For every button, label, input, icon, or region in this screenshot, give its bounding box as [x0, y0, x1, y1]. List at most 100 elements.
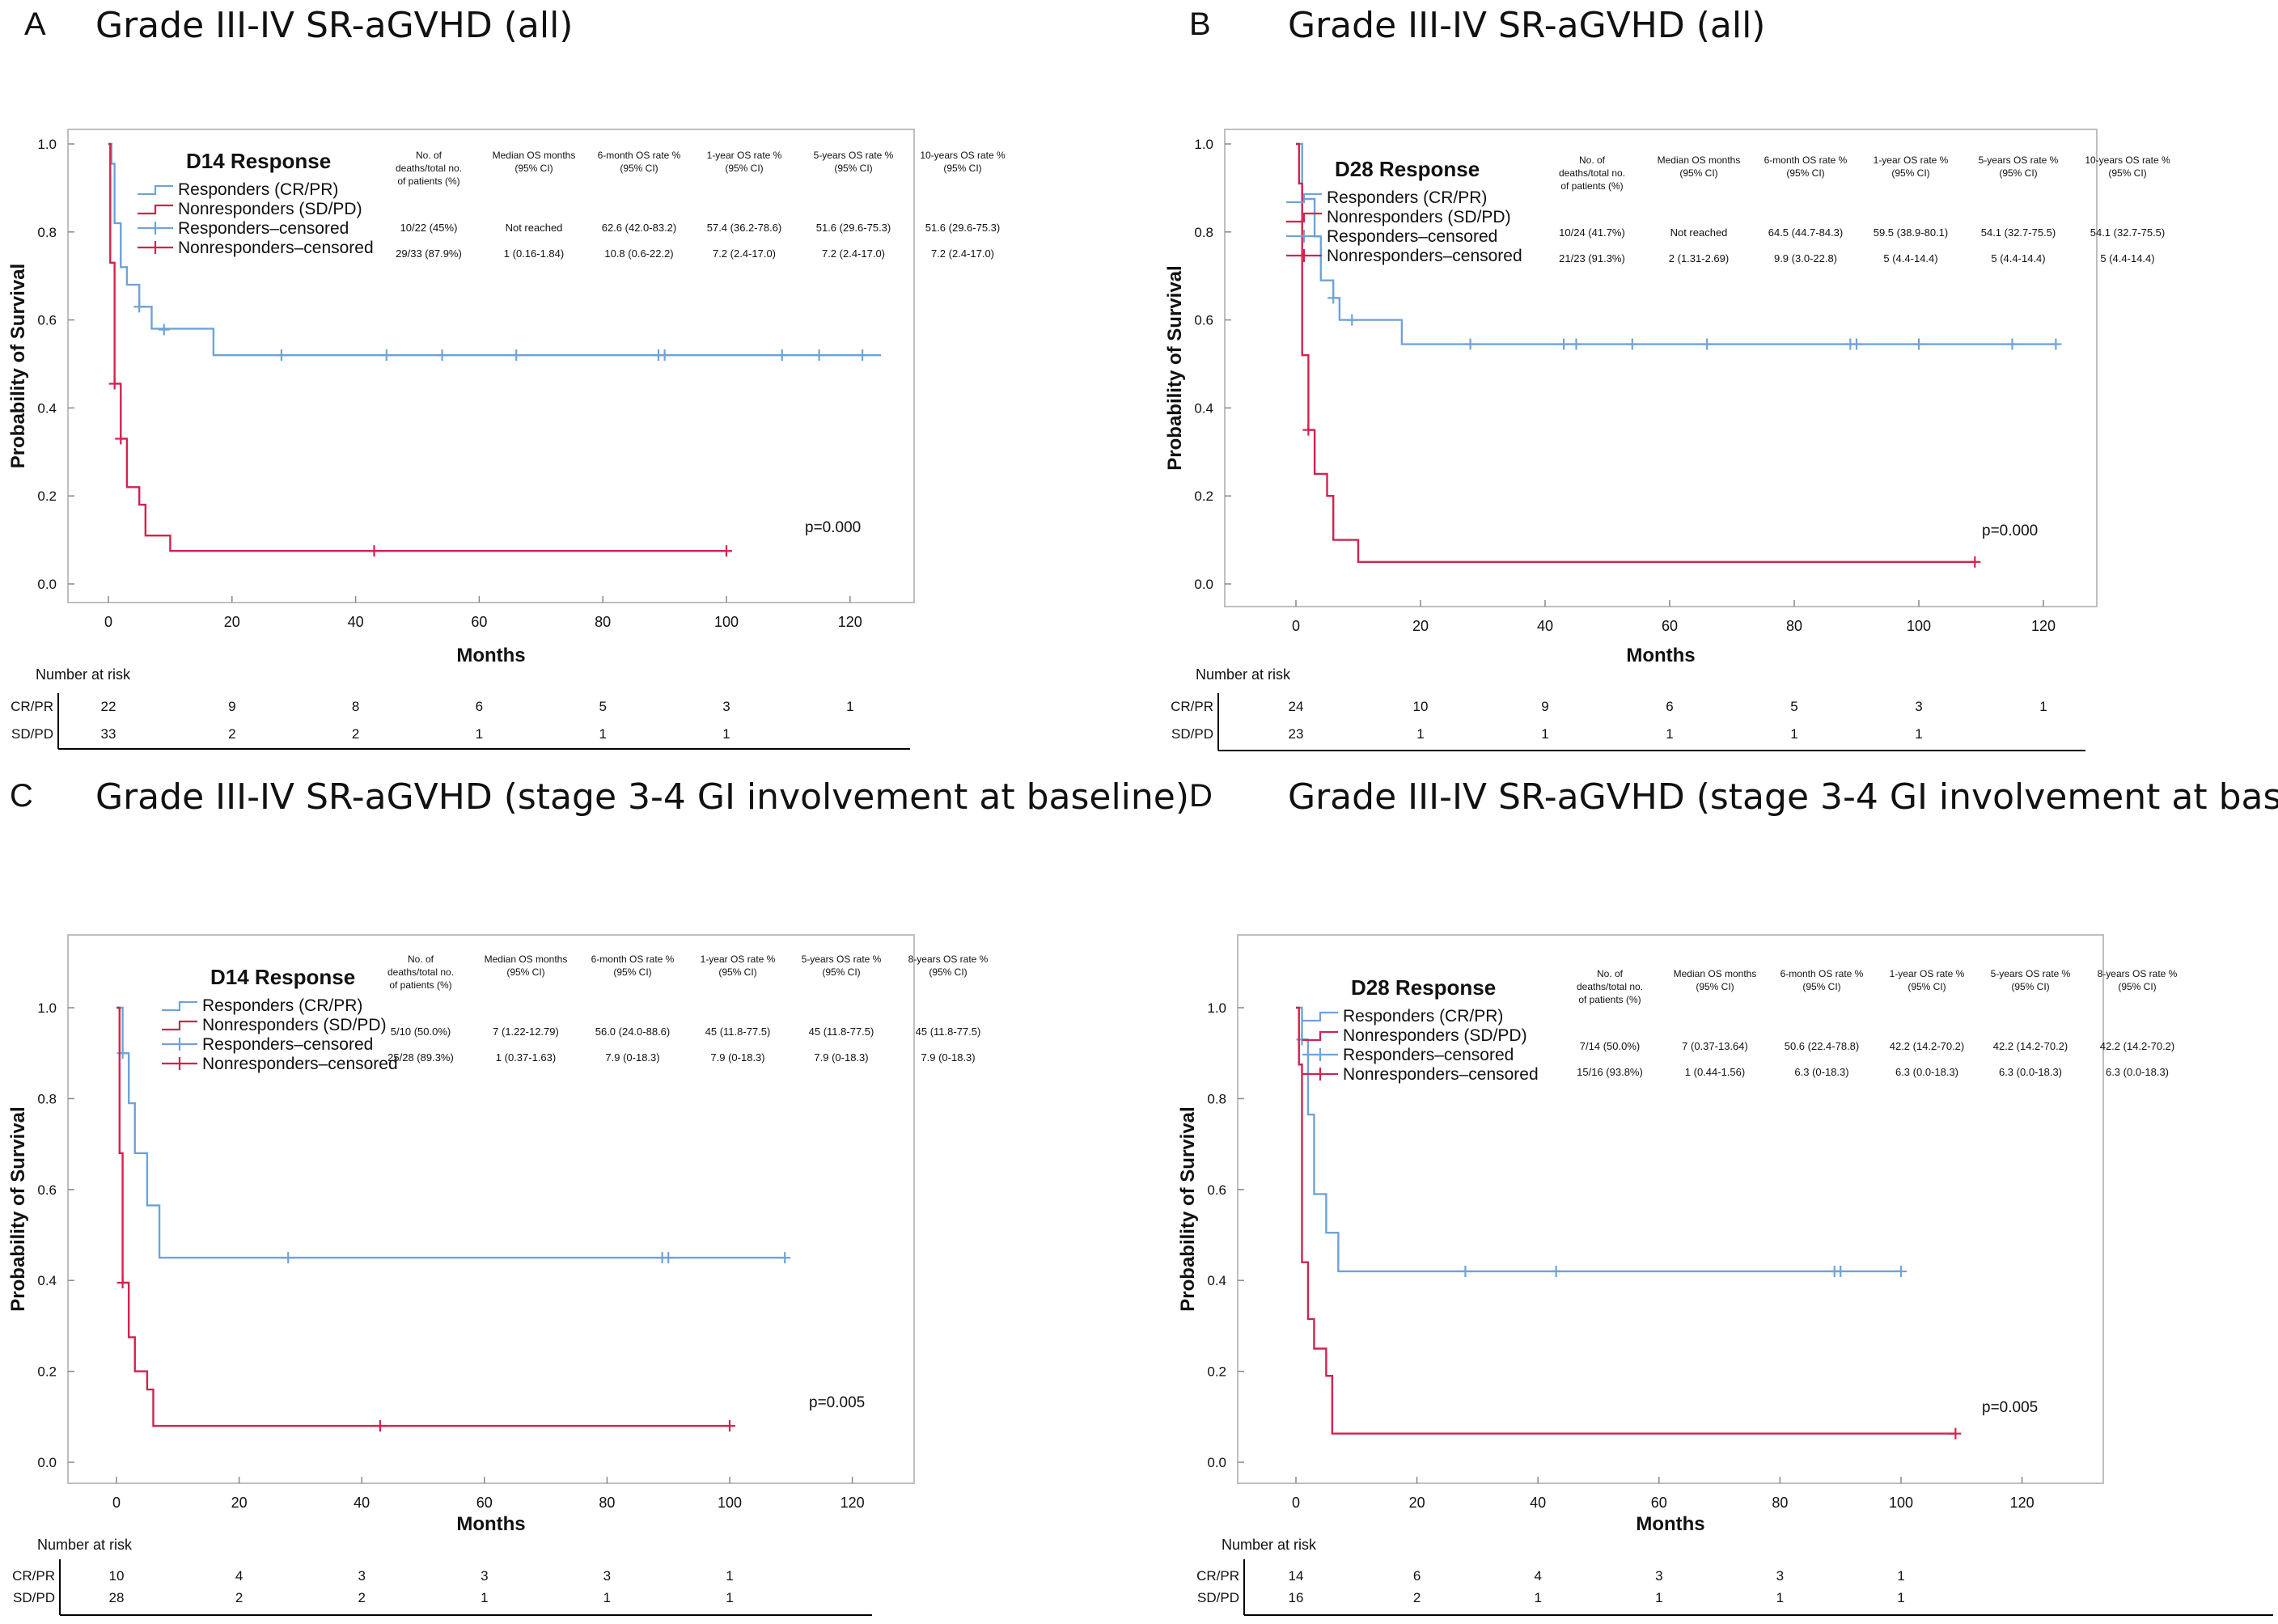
responders-censor-mark — [1701, 338, 1713, 350]
risk-count: 2 — [352, 726, 359, 742]
legend-label: Nonresponders (SD/PD) — [1327, 208, 1511, 226]
stats-table-cell: 10.8 (0.6-22.2) — [604, 247, 673, 260]
risk-count: 1 — [1897, 1590, 1904, 1605]
risk-count: 3 — [481, 1568, 488, 1584]
km-plot: 0.0 0.2 0.4 0.6 0.8 1.0 0 20 40 60 80 100 120 Probabi… — [7, 934, 989, 1616]
risk-count: 1 — [1776, 1590, 1784, 1605]
panel-title: Grade III-IV SR-aGVHD (stage 3-4 GI invo… — [95, 776, 1190, 818]
stats-table-cell: 25/28 (89.3%) — [387, 1051, 454, 1064]
risk-count: 5 — [1790, 699, 1797, 714]
risk-row-label: CR/PR — [11, 699, 53, 714]
responders-censor-mark — [1459, 1265, 1471, 1277]
legend-label: Nonresponders (SD/PD) — [178, 200, 362, 218]
risk-count: 10 — [1413, 699, 1429, 714]
y-tick-label: 0.6 — [37, 1182, 57, 1198]
panel-title: Grade III-IV SR-aGVHD (all) — [95, 5, 574, 46]
plot-frame — [1237, 934, 2104, 1484]
legend-label: Responders (CR/PR) — [1327, 188, 1487, 207]
stats-table-header: 5-years OS rate % (95% CI) — [1979, 154, 2059, 179]
x-tick-label: 120 — [2031, 618, 2056, 634]
nonresponders-curve — [116, 1006, 730, 1427]
y-tick-label: 0.4 — [1194, 400, 1213, 416]
legend-nonresponders: Nonresponders (SD/PD) — [1302, 1026, 1527, 1045]
risk-count: 3 — [603, 1568, 611, 1584]
stats-table-header: 5-years OS rate % (95% CI) — [802, 954, 882, 978]
nonresponders-censor-mark — [721, 545, 732, 557]
stats-table-header: 6-month OS rate % (95% CI) — [598, 150, 681, 174]
stats-table-cell: 1 (0.37-1.63) — [496, 1051, 556, 1064]
y-tick-label: 0.8 — [37, 225, 57, 240]
risk-count: 1 — [1790, 726, 1797, 742]
risk-table-title: Number at risk — [1196, 666, 1291, 683]
y-tick-label: 0.6 — [1194, 313, 1213, 328]
stats-table-cell: 1 (0.44-1.56) — [1685, 1066, 1745, 1078]
risk-count: 16 — [1289, 1590, 1304, 1605]
stats-table-cell: 50.6 (22.4-78.8) — [1785, 1040, 1860, 1052]
stats-table-cell: 45 (11.8-77.5) — [705, 1026, 771, 1038]
risk-count: 3 — [358, 1568, 365, 1584]
responders-censor-mark — [1570, 338, 1582, 350]
stats-table-header: 1-year OS rate % (95% CI) — [707, 150, 782, 174]
legend-label: Nonresponders–censored — [178, 239, 374, 257]
p-value: p=0.000 — [805, 519, 861, 536]
stats-table-cell: 2 (1.31-2.69) — [1669, 252, 1729, 264]
legend-responders: Responders (CR/PR) — [162, 996, 362, 1015]
stats-table-header: 6-month OS rate % (95% CI) — [1764, 154, 1848, 179]
responders-censor-mark — [282, 1252, 294, 1264]
legend-title: D14 Response — [210, 965, 355, 989]
y-tick-label: 1.0 — [37, 1000, 57, 1016]
stats-table-cell: 5 (4.4-14.4) — [1991, 252, 2045, 264]
y-tick-label: 1.0 — [1207, 1000, 1226, 1016]
stats-table-cell: 7.2 (2.4-17.0) — [931, 247, 994, 260]
x-tick-label: 80 — [1772, 1495, 1788, 1511]
risk-count: 1 — [1534, 1590, 1541, 1605]
panel-letter: B — [1189, 6, 1211, 42]
stats-table-header: No. of deaths/total no. of patients (%) — [396, 150, 462, 187]
stats-table-cell: 51.6 (29.6-75.3) — [816, 222, 891, 234]
plot-frame — [67, 934, 915, 1484]
risk-count: 22 — [101, 699, 116, 714]
nonresponders-censor-mark — [1969, 556, 1981, 568]
stats-table-cell: 10/22 (45%) — [400, 222, 458, 234]
legend-nonresponders: Nonresponders (SD/PD) — [138, 200, 362, 218]
risk-row-label: CR/PR — [1171, 699, 1213, 714]
p-value: p=0.005 — [1982, 1399, 2038, 1416]
y-tick-label: 0.8 — [1194, 225, 1213, 240]
legend-label: Responders–censored — [178, 219, 349, 238]
x-tick-label: 20 — [1412, 618, 1429, 634]
stats-table-cell: 59.5 (38.9-80.1) — [1874, 226, 1949, 239]
legend-label: Responders (CR/PR) — [178, 180, 338, 199]
x-tick-label: 80 — [595, 614, 611, 630]
y-tick-label: 0.2 — [37, 488, 57, 504]
stats-table-header: 8-years OS rate % (95% CI) — [2098, 968, 2178, 992]
responders-censor-mark — [380, 349, 392, 362]
x-axis-label: Months — [456, 1513, 525, 1535]
stats-table-header: 6-month OS rate % (95% CI) — [591, 954, 675, 978]
responders-censor-mark — [1346, 314, 1358, 326]
stats-table-cell: 5/10 (50.0%) — [391, 1026, 451, 1038]
y-tick-label: 0.8 — [37, 1091, 57, 1106]
panel-letter: D — [1189, 778, 1213, 814]
stats-table-header: 1-year OS rate % (95% CI) — [1890, 968, 1965, 992]
stats-table-header: 1-year OS rate % (95% CI) — [701, 954, 776, 978]
x-tick-label: 120 — [2010, 1495, 2035, 1511]
y-tick-label: 0.4 — [37, 400, 57, 416]
panel-letter: A — [24, 6, 46, 42]
legend-label: Responders (CR/PR) — [202, 996, 362, 1015]
legend-label: Nonresponders–censored — [1327, 247, 1522, 265]
y-axis-label: Probability of Survival — [7, 264, 29, 468]
risk-count: 4 — [235, 1568, 243, 1584]
risk-count: 1 — [846, 699, 853, 714]
responders-censor-mark — [1895, 1265, 1907, 1277]
responders-censor-mark — [1835, 1265, 1847, 1277]
km-panel-d: D Grade III-IV SR-aGVHD (stage 3-4 GI inv… — [1177, 776, 2278, 1624]
stats-table-cell: 62.6 (42.0-83.2) — [602, 222, 677, 234]
legend-responders: Responders (CR/PR) — [1286, 188, 1487, 207]
x-tick-label: 80 — [599, 1495, 615, 1511]
risk-count: 14 — [1289, 1568, 1304, 1584]
legend-responders-censored: Responders–censored — [1302, 1046, 1514, 1064]
stats-table-cell: 5 (4.4-14.4) — [2100, 252, 2154, 264]
stats-table-cell: 7 (0.37-13.64) — [1682, 1040, 1748, 1052]
stats-table-header: 10-years OS rate % (95% CI) — [2085, 154, 2170, 179]
x-tick-label: 120 — [838, 614, 862, 630]
